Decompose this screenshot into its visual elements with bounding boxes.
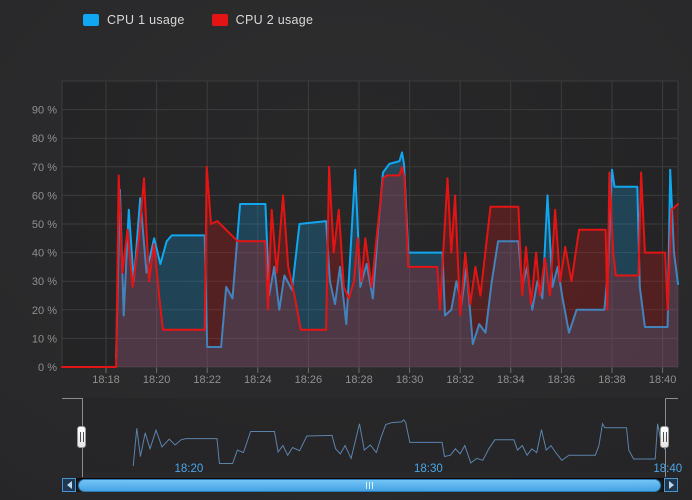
legend: CPU 1 usage CPU 2 usage: [83, 13, 313, 27]
grip-icon: [372, 482, 373, 489]
x-axis-label: 18:30: [396, 374, 424, 386]
scrollbar-left-button[interactable]: [62, 478, 76, 492]
grip-icon: [366, 482, 367, 489]
cpu1-series-area: [116, 152, 679, 367]
x-axis-label: 18:28: [345, 374, 373, 386]
navigator-left-handle[interactable]: [77, 426, 86, 448]
cpu2-series-area: [62, 166, 678, 367]
y-axis-label: 40 %: [32, 248, 57, 260]
y-axis-label: 0 %: [38, 362, 57, 374]
cpu1-series-line: [115, 151, 679, 360]
y-axis-label: 10 %: [32, 333, 57, 345]
x-axis-label: 18:34: [497, 374, 525, 386]
navigator-axis-label: 18:30: [414, 463, 443, 475]
legend-item-cpu2[interactable]: CPU 2 usage: [211, 13, 314, 27]
y-axis-label: 20 %: [32, 305, 57, 317]
y-axis-label: 60 %: [32, 190, 57, 202]
x-axis-label: 18:26: [295, 374, 323, 386]
y-axis-label: 80 %: [32, 133, 57, 145]
x-axis-label: 18:38: [598, 374, 626, 386]
navigator-axis-label: 18:40: [653, 463, 682, 475]
x-axis-label: 18:32: [446, 374, 474, 386]
plot-border: [61, 80, 679, 368]
navigator[interactable]: [82, 398, 665, 472]
cpu2-legend-swatch-icon: [211, 14, 228, 26]
cpu2-series-line: [61, 165, 679, 368]
navigator-right-handle[interactable]: [660, 426, 669, 448]
legend-item-cpu1[interactable]: CPU 1 usage: [83, 13, 185, 27]
x-axis-label: 18:22: [193, 374, 221, 386]
cpu2-legend-label: CPU 2 usage: [235, 13, 314, 27]
y-axis-label: 50 %: [32, 219, 57, 231]
cpu1-legend-label: CPU 1 usage: [107, 13, 185, 27]
scrollbar-right-button[interactable]: [664, 478, 678, 492]
y-axis-label: 90 %: [32, 105, 57, 117]
x-axis-label: 18:40: [649, 374, 677, 386]
navigator-axis-label: 18:20: [175, 463, 204, 475]
y-axis-label: 30 %: [32, 276, 57, 288]
grip-icon: [369, 482, 370, 489]
x-axis-label: 18:24: [244, 374, 272, 386]
x-axis-label: 18:36: [548, 374, 576, 386]
cpu1-legend-swatch-icon: [83, 14, 99, 26]
y-axis-label: 70 %: [32, 162, 57, 174]
scrollbar-thumb[interactable]: [78, 479, 661, 492]
navigator-series-line: [132, 419, 666, 467]
x-axis-label: 18:18: [92, 374, 120, 386]
arrow-left-icon: [66, 481, 72, 489]
x-axis-label: 18:20: [143, 374, 171, 386]
arrow-right-icon: [668, 481, 674, 489]
